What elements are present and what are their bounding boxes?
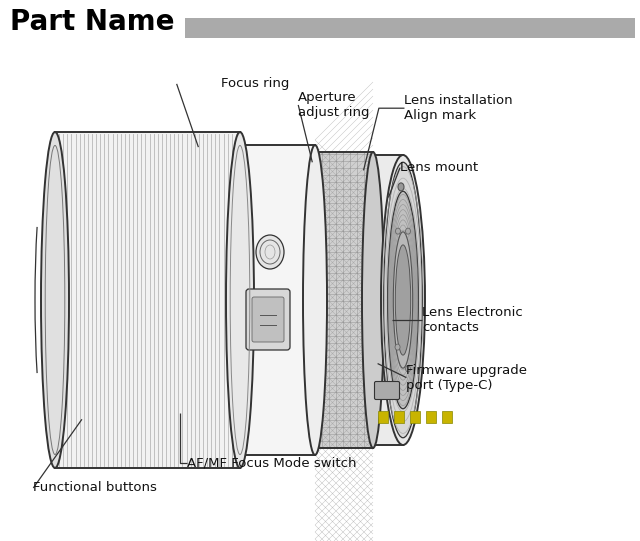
Ellipse shape bbox=[406, 228, 410, 234]
Ellipse shape bbox=[398, 183, 404, 191]
Text: Aperture
adjust ring: Aperture adjust ring bbox=[298, 91, 370, 119]
Ellipse shape bbox=[394, 232, 413, 368]
Ellipse shape bbox=[396, 228, 401, 234]
Ellipse shape bbox=[381, 155, 425, 445]
Bar bbox=[373, 155, 403, 445]
Bar bbox=[240, 145, 315, 455]
Text: Part Name: Part Name bbox=[10, 8, 175, 36]
Ellipse shape bbox=[41, 132, 69, 468]
Bar bbox=[426, 411, 436, 423]
Text: Focus ring: Focus ring bbox=[221, 77, 289, 90]
Ellipse shape bbox=[226, 132, 254, 468]
Ellipse shape bbox=[303, 145, 327, 455]
Ellipse shape bbox=[256, 235, 284, 269]
Bar bbox=[185, 18, 635, 38]
Ellipse shape bbox=[406, 366, 410, 372]
Ellipse shape bbox=[388, 192, 419, 409]
Text: Functional buttons: Functional buttons bbox=[33, 481, 157, 494]
Bar bbox=[394, 411, 404, 423]
Bar bbox=[315, 152, 373, 448]
Ellipse shape bbox=[395, 344, 400, 350]
Text: Lens installation
Align mark: Lens installation Align mark bbox=[404, 94, 513, 122]
Ellipse shape bbox=[383, 162, 422, 438]
Ellipse shape bbox=[396, 245, 411, 355]
FancyBboxPatch shape bbox=[374, 381, 399, 399]
Bar bbox=[55, 132, 240, 468]
Bar bbox=[378, 411, 388, 423]
Bar bbox=[442, 411, 452, 423]
Text: Firmware upgrade
port (Type-C): Firmware upgrade port (Type-C) bbox=[406, 364, 527, 392]
Text: AF/MF Focus Mode switch: AF/MF Focus Mode switch bbox=[187, 457, 356, 470]
Ellipse shape bbox=[362, 152, 384, 448]
Text: Lens Electronic
contacts: Lens Electronic contacts bbox=[422, 306, 523, 334]
FancyBboxPatch shape bbox=[252, 297, 284, 342]
Text: Lens mount: Lens mount bbox=[400, 161, 478, 174]
Bar bbox=[410, 411, 420, 423]
FancyBboxPatch shape bbox=[246, 289, 290, 350]
